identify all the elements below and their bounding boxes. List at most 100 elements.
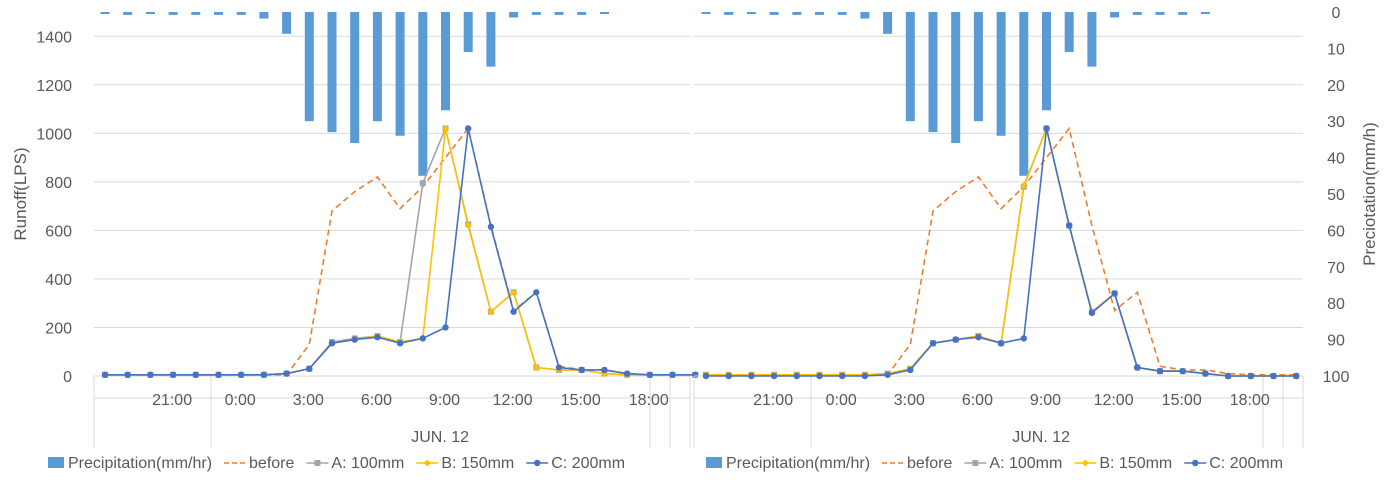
y2-tick-label: 50 xyxy=(1327,187,1345,204)
data-point xyxy=(1224,372,1232,380)
legend-label: B: 150mm xyxy=(1099,455,1172,472)
y-tick-label: 600 xyxy=(45,223,72,240)
y2-tick-label: 10 xyxy=(1327,41,1345,58)
precipitation-bar xyxy=(418,12,428,176)
precipitation-bar xyxy=(509,12,519,18)
data-point xyxy=(283,370,290,377)
legend-label: before xyxy=(249,455,294,472)
y-tick-label: 1200 xyxy=(36,78,72,95)
precipitation-bar xyxy=(1132,12,1142,15)
chart-panel-1: 0 200 400 600 800 1000 1200 1400 Runoff(LPS) 21:0… xyxy=(11,12,699,472)
legend-entry: before xyxy=(224,455,295,472)
legend-entry: B: 150mm xyxy=(1074,455,1172,472)
data-point xyxy=(793,372,800,380)
legend-entry: Precipitation(mm/hr) xyxy=(48,455,212,472)
chart-panel-2: 0 10 20 30 40 50 60 70 80 90 100 Preciotation(mm/h)… xyxy=(693,5,1379,472)
precipitation-bar xyxy=(837,12,847,15)
precipitation-bar xyxy=(951,12,961,144)
precipitation-bar xyxy=(259,12,269,19)
legend-swatch xyxy=(706,457,722,468)
data-point xyxy=(351,336,358,343)
data-point xyxy=(669,371,676,378)
legend-entry: C: 200mm xyxy=(1184,455,1283,472)
x-tick-label: 21:00 xyxy=(753,392,793,409)
precipitation-bar xyxy=(282,12,292,34)
series-line-b-150mm xyxy=(706,125,1297,377)
x-tick-label: 9:00 xyxy=(1030,392,1061,409)
x-tick-label: 15:00 xyxy=(561,392,601,409)
series-line-before xyxy=(105,126,696,376)
data-point xyxy=(1066,222,1073,229)
y-axis-title: Runoff(LPS) xyxy=(11,147,30,240)
legend-marker xyxy=(972,460,979,466)
y2-tick-label: 80 xyxy=(1327,296,1345,313)
data-point xyxy=(952,336,959,343)
x-date-label: JUN. 12 xyxy=(411,429,469,446)
y2-axis-title: Preciotation(mm/h) xyxy=(1360,122,1379,266)
legend-marker xyxy=(1192,459,1199,467)
x-tick-label: 6:00 xyxy=(361,392,392,409)
data-point xyxy=(533,289,540,296)
data-point xyxy=(1111,290,1118,297)
data-point xyxy=(124,371,131,378)
data-point xyxy=(748,372,755,380)
data-point xyxy=(374,333,381,341)
x-tick-label: 18:00 xyxy=(1230,392,1270,409)
precipitation-bar xyxy=(1064,12,1074,53)
data-point xyxy=(816,372,823,380)
legend-marker xyxy=(423,459,431,467)
data-point xyxy=(1020,335,1027,342)
precipitation-bar xyxy=(486,12,496,67)
data-point xyxy=(396,340,404,347)
legend-label: A: 100mm xyxy=(331,455,404,472)
data-point xyxy=(464,222,472,230)
y2-tick-label: 100 xyxy=(1323,369,1350,386)
legend-label: Precipitation(mm/hr) xyxy=(726,455,870,472)
precipitation-bar xyxy=(236,12,246,15)
precipitation-bar xyxy=(724,12,734,15)
data-point xyxy=(419,335,426,342)
legend-entry: C: 200mm xyxy=(526,455,625,472)
legend-marker xyxy=(534,459,541,467)
precipitation-bar xyxy=(1042,12,1051,111)
legend-entry: A: 100mm xyxy=(306,455,404,472)
precipitation-bar xyxy=(350,12,360,144)
data-point xyxy=(419,180,426,187)
precipitation-bar xyxy=(996,12,1006,136)
data-point xyxy=(1293,372,1300,380)
data-point xyxy=(238,371,245,378)
y-tick-label: 200 xyxy=(45,320,72,337)
precipitation-bar xyxy=(531,12,541,15)
legend-label: B: 150mm xyxy=(441,455,514,472)
precipitation-bar xyxy=(191,12,201,15)
data-point xyxy=(1043,125,1050,132)
y-tick-label: 800 xyxy=(45,175,72,192)
precipitation-bar xyxy=(973,12,983,122)
x-tick-label: 21:00 xyxy=(152,392,192,409)
precipitation-bar xyxy=(928,12,938,133)
precipitation-bar xyxy=(746,12,756,14)
precipitation-bar xyxy=(463,12,473,53)
x-tick-label: 0:00 xyxy=(225,392,256,409)
x-tick-label: 9:00 xyxy=(429,392,460,409)
legend-label: A: 100mm xyxy=(989,455,1062,472)
y-tick-label: 0 xyxy=(63,369,72,386)
data-point xyxy=(646,371,653,378)
data-point xyxy=(465,125,472,132)
data-point xyxy=(1179,367,1186,375)
x-tick-label: 12:00 xyxy=(493,392,533,409)
precipitation-bar xyxy=(1087,12,1097,67)
precipitation-bar xyxy=(1019,12,1029,176)
data-point xyxy=(997,340,1005,347)
series-line-before xyxy=(706,126,1297,376)
y2-tick-label: 90 xyxy=(1327,333,1345,350)
legend-label: C: 200mm xyxy=(551,455,625,472)
y2-tick-label: 0 xyxy=(1332,5,1341,22)
data-point xyxy=(692,371,699,378)
data-point xyxy=(532,364,540,372)
precipitation-bar xyxy=(395,12,405,136)
data-point xyxy=(702,372,710,380)
precipitation-bar xyxy=(577,12,587,15)
data-point xyxy=(555,364,563,371)
data-point xyxy=(975,333,982,341)
